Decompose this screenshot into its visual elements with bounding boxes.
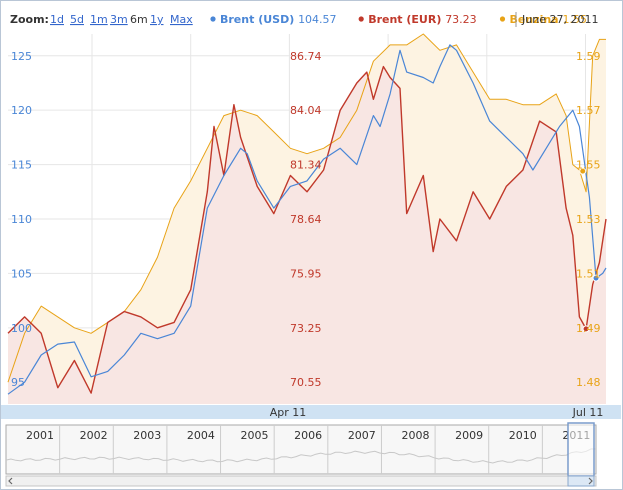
zoom-option-1d[interactable]: 1d (50, 13, 64, 26)
zoom-option-Max[interactable]: Max (170, 13, 193, 26)
zoom-option-1m[interactable]: 1m (90, 13, 108, 26)
navigator-year: 2001 (26, 429, 54, 442)
legend-dot (499, 16, 506, 22)
y-tick-benzina: 1.48 (576, 376, 601, 389)
plot-area: 95 70.55 1.48 100 73.25 1.49 105 75.95 1.51 110 78… (7, 33, 607, 404)
y-tick-eur: 86.74 (290, 50, 322, 63)
y-tick-benzina: 1.51 (576, 267, 601, 280)
y-tick-eur: 70.55 (290, 376, 322, 389)
y-tick-benzina: 1.55 (576, 159, 601, 172)
scrollbar-thumb[interactable] (567, 475, 595, 487)
y-tick-eur: 84.04 (290, 104, 322, 117)
y-tick-labels: 95 70.55 1.48 100 73.25 1.49 105 75.95 1.51 110 78… (11, 50, 601, 389)
end-marker (579, 167, 587, 175)
scroll-right-icon[interactable] (588, 477, 593, 485)
navigator-year: 2002 (80, 429, 108, 442)
zoom-option-3m[interactable]: 3m (110, 13, 128, 26)
navigator-selection[interactable] (567, 422, 595, 477)
legend-dot (358, 16, 364, 22)
navigator-year: 2003 (133, 429, 161, 442)
x-axis: Apr 11 Jul 11 (1, 405, 621, 419)
legend: Brent (USD) 104.57 Brent (EUR) 73.23 Benzi… (210, 12, 587, 27)
legend-entry: Brent (EUR) 73.23 (368, 13, 477, 26)
y-tick-benzina: 1.49 (576, 322, 601, 335)
navigator-overview-line (5, 448, 597, 464)
brent-eur-area (8, 66, 606, 404)
legend-entry: Benzina 1.55 (510, 13, 587, 26)
brent-usd-line (7, 44, 607, 395)
y-tick-benzina: 1.53 (576, 213, 601, 226)
y-tick-eur: 81.34 (290, 159, 322, 172)
navigator-box (5, 424, 597, 475)
y-tick-usd: 120 (11, 104, 32, 117)
navigator[interactable]: 2001 2002 2003 2004 2005 2006 2007 2008 2009 2010… (5, 422, 597, 477)
zoom-options: 1d 5d 1m 3m 6m 1y Max (50, 13, 193, 26)
y-tick-eur: 75.95 (290, 267, 322, 280)
navigator-year: 2010 (509, 429, 537, 442)
navigator-year: 2005 (241, 429, 269, 442)
scrollbar-track[interactable] (5, 475, 597, 487)
scrollbar[interactable] (5, 475, 597, 487)
y-tick-usd: 100 (11, 322, 32, 335)
zoom-option-5d[interactable]: 5d (70, 13, 84, 26)
brent-eur-line (7, 65, 607, 394)
y-tick-usd: 115 (11, 159, 32, 172)
navigator-year: 2009 (455, 429, 483, 442)
x-tick-label: Apr 11 (270, 406, 307, 419)
y-tick-eur: 73.25 (290, 322, 322, 335)
navigator-year: 2006 (294, 429, 322, 442)
end-markers (579, 167, 600, 333)
navigator-year: 2008 (401, 429, 429, 442)
y-tick-usd: 95 (11, 376, 25, 389)
zoom-label: Zoom: (10, 13, 49, 26)
series-lines (7, 33, 607, 395)
y-tick-usd: 125 (11, 50, 32, 63)
chart-header: Zoom: 1d 5d 1m 3m 6m 1y Max Brent (USD) 104.57… (10, 12, 598, 27)
zoom-option-6m[interactable]: 6m (130, 13, 148, 26)
current-date: June 27, 2011 (521, 13, 598, 26)
y-tick-benzina: 1.57 (576, 104, 601, 117)
x-tick-label: Jul 11 (572, 406, 604, 419)
zoom-option-1y[interactable]: 1y (150, 13, 164, 26)
x-axis-bar (1, 405, 621, 419)
y-tick-benzina: 1.59 (576, 50, 601, 63)
navigator-year: 2004 (187, 429, 215, 442)
y-tick-usd: 105 (11, 267, 32, 280)
series-fills (8, 34, 606, 404)
navigator-year: 2007 (348, 429, 376, 442)
end-marker (592, 274, 600, 282)
y-tick-eur: 78.64 (290, 213, 322, 226)
end-marker (582, 325, 590, 333)
legend-entry: Brent (USD) 104.57 (220, 13, 337, 26)
legend-dot (210, 16, 216, 22)
y-tick-usd: 110 (11, 213, 32, 226)
scroll-left-icon[interactable] (8, 477, 13, 485)
